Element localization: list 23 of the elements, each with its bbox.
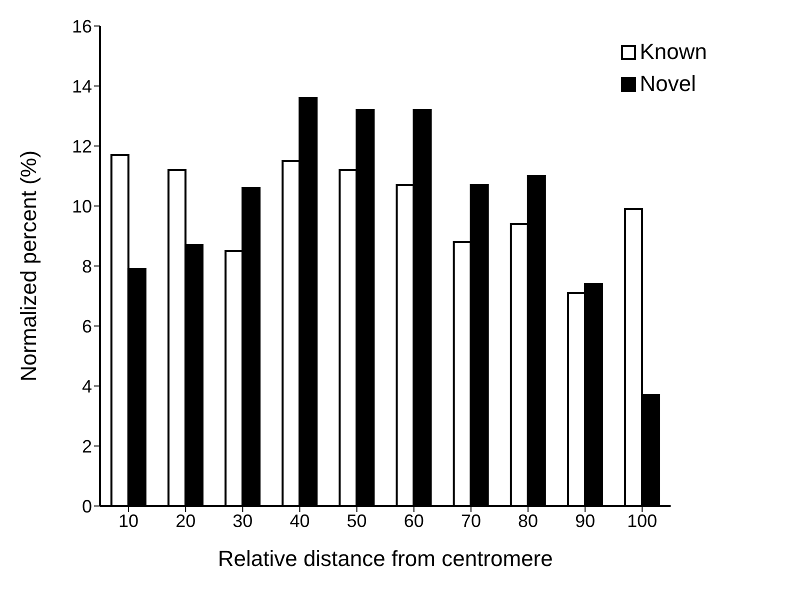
- x-tick-label: 50: [346, 510, 367, 531]
- y-tick-label: 14: [72, 76, 92, 96]
- y-tick-label: 8: [82, 256, 92, 276]
- x-axis-title: Relative distance from centromere: [218, 546, 553, 571]
- x-tick-label: 70: [460, 510, 481, 531]
- x-tick-label: 30: [232, 510, 253, 531]
- x-tick-label: 100: [627, 510, 658, 531]
- y-tick-label: 4: [82, 376, 92, 396]
- x-tick-label: 60: [404, 510, 424, 531]
- y-tick-label: 12: [72, 136, 92, 156]
- x-tick-label: 90: [575, 510, 596, 531]
- y-tick-label: 16: [72, 16, 92, 36]
- x-tick-label: 10: [118, 510, 139, 531]
- y-tick-label: 0: [82, 496, 92, 516]
- legend-label: Known: [640, 38, 707, 66]
- y-tick-label: 10: [72, 196, 92, 216]
- y-tick-label: 2: [82, 436, 92, 456]
- x-tick-label: 40: [290, 510, 310, 531]
- legend-label: Novel: [640, 70, 696, 98]
- y-tick-label: 6: [82, 316, 92, 336]
- x-tick-label: 80: [518, 510, 538, 531]
- y-axis-title: Normalized percent (%): [16, 150, 41, 382]
- x-tick-label: 20: [176, 510, 196, 531]
